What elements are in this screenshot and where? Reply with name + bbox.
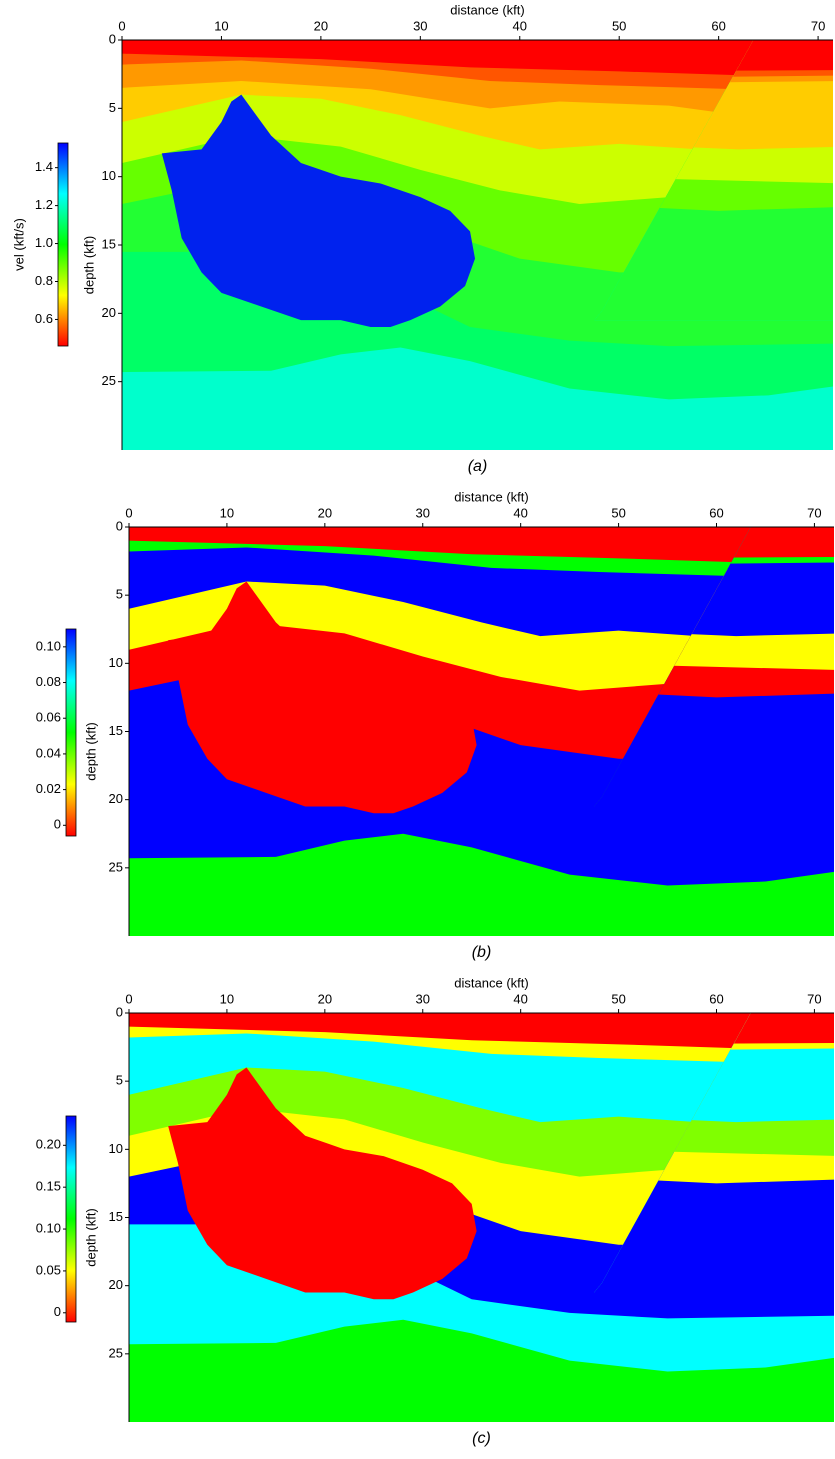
y-tick-label: 5 [109, 100, 116, 115]
x-tick-label: 20 [318, 991, 332, 1006]
x-tick-label: 50 [611, 505, 625, 520]
y-tick-label: 0 [109, 31, 116, 46]
x-tick-label: 0 [118, 18, 125, 33]
y-tick-label: 25 [109, 859, 123, 874]
x-tick-label: 40 [513, 18, 527, 33]
x-tick-label: 30 [416, 505, 430, 520]
y-tick-label: 15 [109, 1209, 123, 1224]
colorbar-tick-label: 0.06 [36, 710, 61, 725]
x-tick-label: 40 [513, 991, 527, 1006]
x-axis-label: distance (kft) [450, 2, 524, 17]
panel: distance (kft) 0 10 20 30 40 50 60 70 0 5 10 15 20 25 d… [36, 489, 834, 961]
layer [129, 527, 834, 563]
y-tick-label: 20 [102, 305, 116, 320]
y-tick-label: 20 [109, 791, 123, 806]
x-tick-label: 70 [807, 991, 821, 1006]
image [129, 527, 834, 936]
x-tick-label: 60 [709, 991, 723, 1006]
colorbar [65, 1115, 77, 1323]
x-tick-label: 70 [811, 18, 825, 33]
y-axis-label: depth (kft) [81, 236, 96, 295]
layer [129, 1013, 834, 1049]
x-tick-label: 40 [513, 505, 527, 520]
colorbar [57, 142, 69, 347]
salt-body [168, 1067, 477, 1300]
x-tick-label: 10 [220, 991, 234, 1006]
x-tick-label: 70 [807, 505, 821, 520]
y-tick-label: 5 [116, 587, 123, 602]
y-axis-label: depth (kft) [83, 1208, 98, 1267]
image [122, 40, 833, 450]
colorbar-tick-label: 0.15 [36, 1179, 61, 1194]
panel: distance (kft) 0 10 20 30 40 50 60 70 0 5 10 15 20 25 d… [11, 2, 833, 475]
colorbar-tick-label: 1.4 [35, 159, 53, 174]
image [129, 1013, 834, 1422]
salt-body [161, 94, 476, 328]
colorbar-label: vel (kft/s) [11, 218, 26, 271]
colorbar-tick-label: 0 [54, 817, 61, 832]
caption: (c) [472, 1430, 491, 1447]
x-tick-label: 10 [220, 505, 234, 520]
caption: (a) [468, 458, 488, 475]
y-tick-label: 0 [116, 518, 123, 533]
colorbar-tick-label: 0.6 [35, 311, 53, 326]
colorbar-tick-label: 0.08 [36, 674, 61, 689]
layer [122, 40, 833, 76]
colorbar-tick-label: 0.8 [35, 273, 53, 288]
x-tick-label: 10 [214, 18, 228, 33]
y-tick-label: 0 [116, 1004, 123, 1019]
y-tick-label: 10 [109, 655, 123, 670]
x-tick-label: 30 [413, 18, 427, 33]
x-tick-label: 30 [416, 991, 430, 1006]
x-tick-label: 60 [709, 505, 723, 520]
y-tick-label: 20 [109, 1277, 123, 1292]
y-tick-label: 25 [109, 1345, 123, 1360]
salt-body [168, 581, 477, 814]
colorbar-tick-label: 0.20 [36, 1137, 61, 1152]
colorbar-tick-label: 0.02 [36, 781, 61, 796]
y-axis-label: depth (kft) [83, 722, 98, 781]
x-tick-label: 20 [314, 18, 328, 33]
x-tick-label: 0 [125, 991, 132, 1006]
x-tick-label: 50 [612, 18, 626, 33]
x-axis-label: distance (kft) [454, 975, 528, 990]
colorbar-tick-label: 0.10 [36, 638, 61, 653]
y-tick-label: 15 [109, 723, 123, 738]
colorbar-tick-label: 0.04 [36, 745, 61, 760]
colorbar-tick-label: 0.10 [36, 1220, 61, 1235]
panel: distance (kft) 0 10 20 30 40 50 60 70 0 5 10 15 20 25 d… [36, 975, 834, 1447]
y-tick-label: 10 [109, 1141, 123, 1156]
y-tick-label: 15 [102, 236, 116, 251]
colorbar-tick-label: 0.05 [36, 1262, 61, 1277]
y-tick-label: 25 [102, 373, 116, 388]
x-tick-label: 60 [711, 18, 725, 33]
y-tick-label: 5 [116, 1073, 123, 1088]
x-tick-label: 20 [318, 505, 332, 520]
colorbar [65, 628, 77, 837]
colorbar-tick-label: 0 [54, 1304, 61, 1319]
colorbar-tick-label: 1.2 [35, 197, 53, 212]
x-tick-label: 50 [611, 991, 625, 1006]
y-tick-label: 10 [102, 168, 116, 183]
x-tick-label: 0 [125, 505, 132, 520]
x-axis-label: distance (kft) [454, 489, 528, 504]
colorbar-tick-label: 1.0 [35, 235, 53, 250]
caption: (b) [472, 944, 492, 961]
